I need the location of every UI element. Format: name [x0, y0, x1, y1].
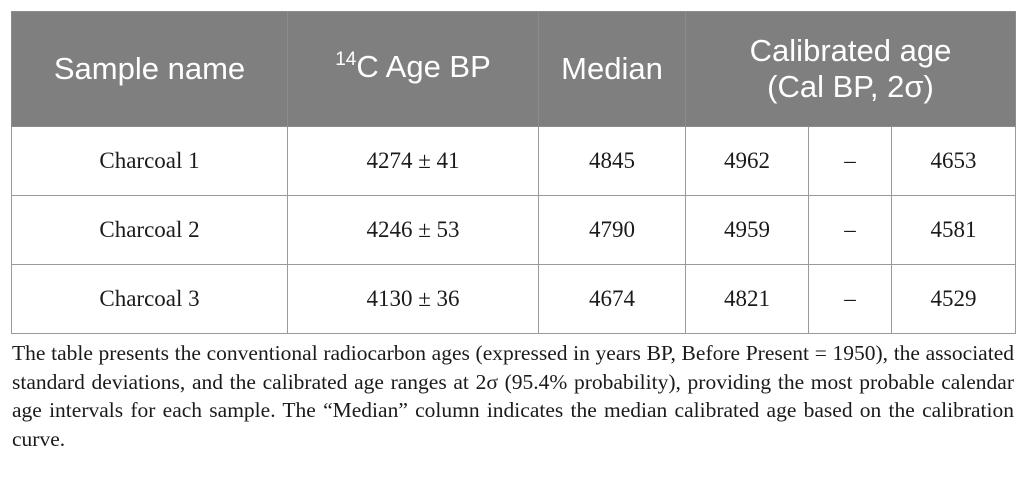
header-calibrated-line1: Calibrated age [749, 33, 952, 68]
header-c14-superscript: 14 [335, 48, 357, 70]
table-row: Charcoal 2 4246 ± 53 4790 4959 – 4581 [11, 195, 1016, 265]
cell-cal-to: 4581 [891, 195, 1016, 265]
table-row: Charcoal 3 4130 ± 36 4674 4821 – 4529 [11, 264, 1016, 334]
cell-sample: Charcoal 1 [11, 126, 288, 196]
header-calibrated-line2: (Cal BP, 2σ) [767, 69, 934, 104]
cell-cal-from: 4959 [685, 195, 809, 265]
table-row: Charcoal 1 4274 ± 41 4845 4962 – 4653 [11, 126, 1016, 196]
cell-range-dash: – [808, 126, 892, 196]
cell-cal-to: 4653 [891, 126, 1016, 196]
table-caption: The table presents the conventional radi… [12, 341, 1014, 451]
cell-sample: Charcoal 3 [11, 264, 288, 334]
cell-median: 4845 [538, 126, 686, 196]
cell-range-dash: – [808, 264, 892, 334]
cell-sample: Charcoal 2 [11, 195, 288, 265]
cell-median: 4790 [538, 195, 686, 265]
cell-c14-age: 4246 ± 53 [287, 195, 539, 265]
header-median: Median [538, 11, 686, 127]
header-sample-name: Sample name [11, 11, 288, 127]
cell-c14-age: 4274 ± 41 [287, 126, 539, 196]
cell-range-dash: – [808, 195, 892, 265]
header-calibrated-age: Calibrated age (Cal BP, 2σ) [685, 11, 1016, 127]
header-c14-label: C Age BP [356, 48, 491, 84]
cell-c14-age: 4130 ± 36 [287, 264, 539, 334]
header-c14-age: 14C Age BP [287, 11, 539, 127]
cell-cal-from: 4821 [685, 264, 809, 334]
cell-cal-from: 4962 [685, 126, 809, 196]
cell-cal-to: 4529 [891, 264, 1016, 334]
radiocarbon-table: Sample name 14C Age BP Median Calibrated… [11, 11, 1016, 334]
table-header-row: Sample name 14C Age BP Median Calibrated… [11, 11, 1016, 127]
cell-median: 4674 [538, 264, 686, 334]
